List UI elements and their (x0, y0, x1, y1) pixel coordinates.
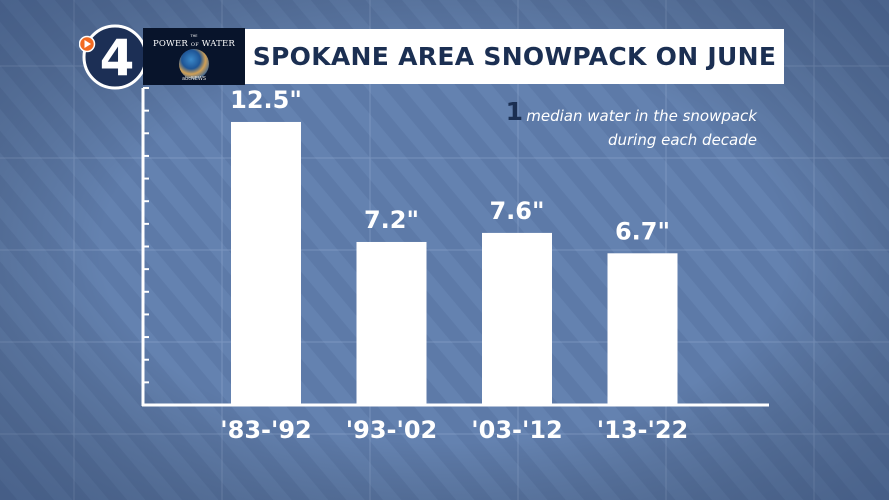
data-label-1: 12.5" (230, 86, 302, 114)
power-of-water-promo: THE POWER OF WATER abcNEWS (143, 28, 245, 85)
data-label-3: 7.6" (489, 197, 544, 225)
x-tick-label-3: '03-'12 (471, 416, 562, 444)
promo-water-text: WATER (201, 39, 236, 49)
bar-2 (356, 241, 427, 405)
promo-of-text: OF (190, 42, 199, 48)
data-label-4: 6.7" (615, 217, 670, 245)
promo-power-text: POWER (152, 39, 188, 49)
chart-title: SPOKANE AREA SNOWPACK ON JUNE 1 (252, 42, 777, 126)
title-banner: SPOKANE AREA SNOWPACK ON JUNE 1 (245, 29, 784, 126)
promo-the-text: THE (190, 34, 198, 38)
globe-icon (179, 49, 209, 79)
x-tick-label-4: '13-'22 (597, 416, 688, 444)
bar-1 (231, 121, 301, 405)
bar-4 (607, 253, 678, 405)
bar-3 (482, 232, 552, 405)
station-logo-icon: 4 (79, 24, 148, 90)
annotation-line-2: during each decade (607, 131, 757, 149)
x-tick-label-2: '93-'02 (346, 416, 437, 444)
promo-title: POWER OF WATER (143, 39, 245, 49)
data-label-2: 7.2" (364, 206, 419, 234)
svg-text:4: 4 (100, 29, 135, 87)
annotation-line-1: median water in the snowpack (526, 107, 757, 125)
chart-annotation: median water in the snowpack during each… (526, 104, 757, 152)
x-tick-label-1: '83-'92 (220, 416, 311, 444)
network-logo-text: abcNEWS (181, 76, 206, 82)
